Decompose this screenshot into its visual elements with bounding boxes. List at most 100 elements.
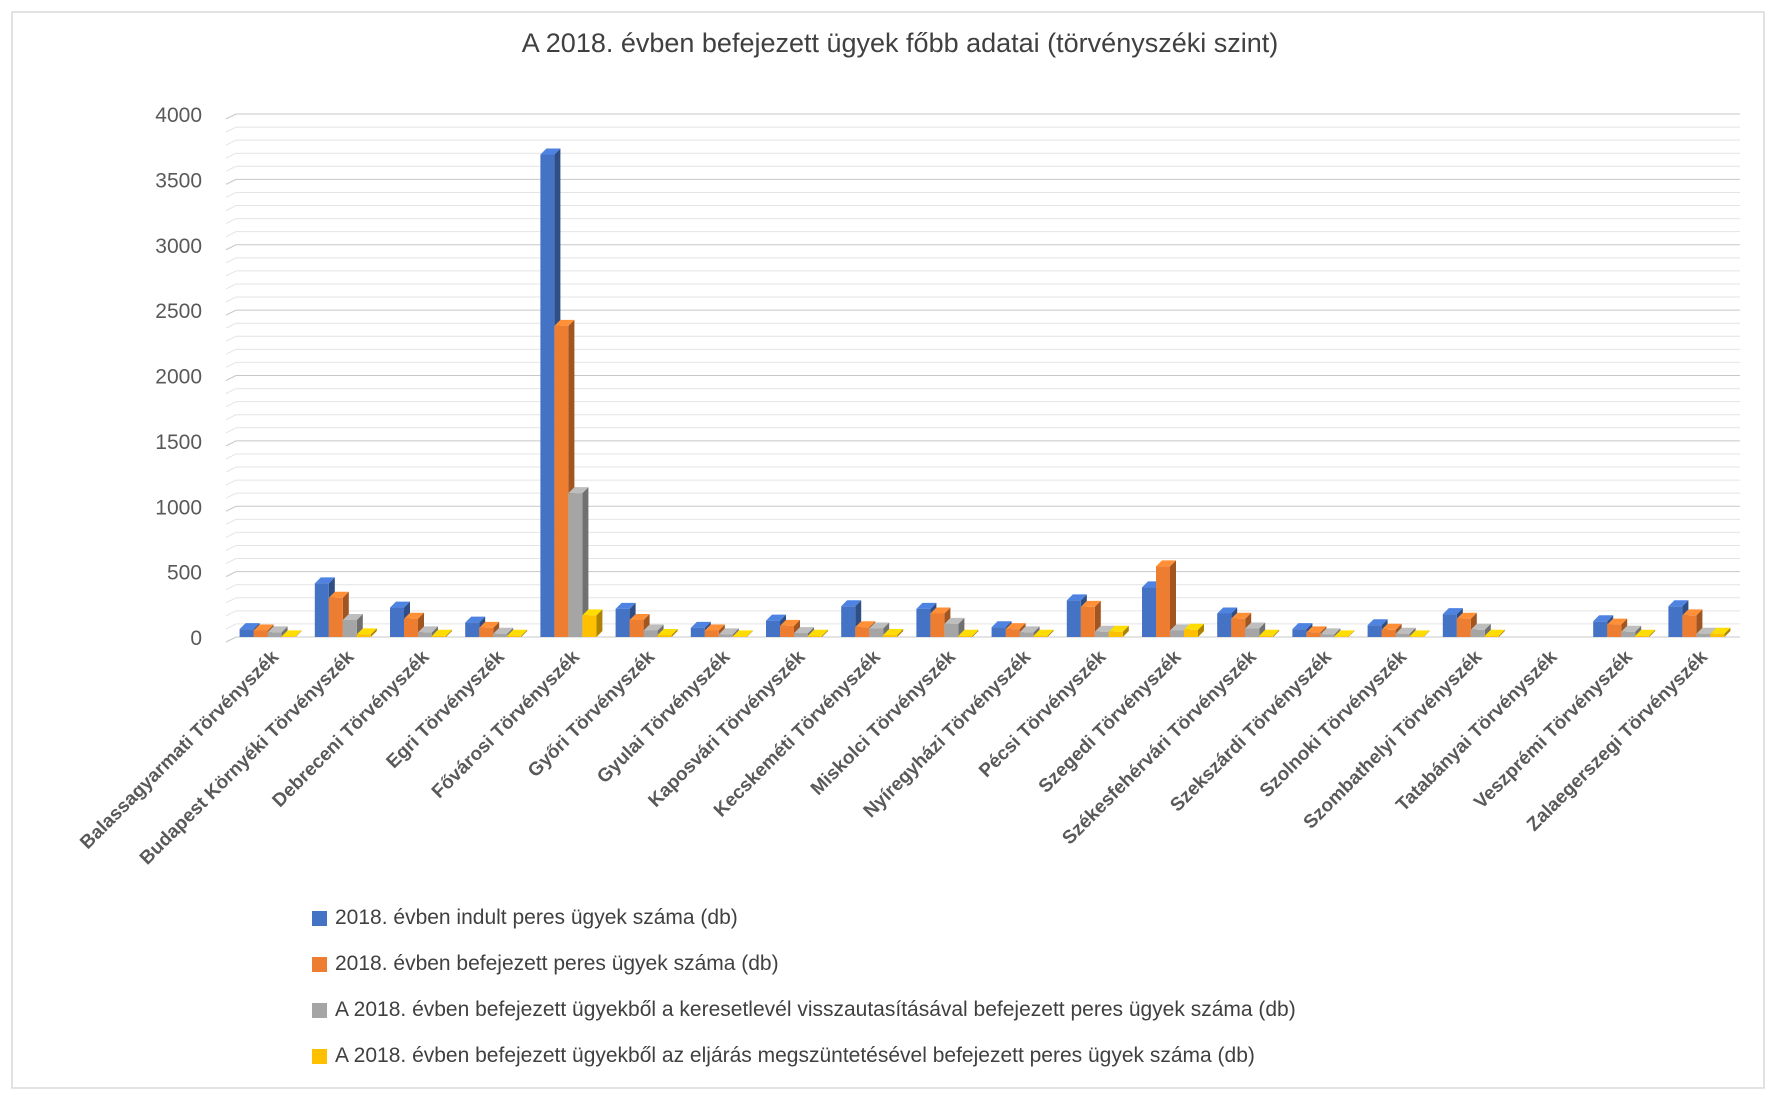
bar-front: [1395, 633, 1410, 637]
bar-top: [1184, 623, 1204, 630]
gridline-minor: [225, 492, 237, 499]
bar-front: [1306, 632, 1321, 637]
bar-side: [1724, 627, 1731, 637]
bar-top: [916, 602, 937, 609]
legend-swatch: [312, 1048, 327, 1064]
bar-front: [1635, 635, 1650, 637]
bar-side: [671, 629, 678, 637]
bar-top: [704, 624, 725, 631]
bar-side: [1170, 560, 1176, 637]
chart-title: A 2018. évben befejezett ügyek főbb adat…: [522, 28, 1278, 58]
gridline-minor: [225, 348, 237, 355]
bar-front: [267, 632, 282, 637]
bar: [808, 629, 828, 637]
bar-side: [1484, 623, 1491, 637]
bar-top: [1442, 608, 1463, 615]
bar: [281, 630, 302, 637]
bar: [1108, 625, 1129, 637]
bar-front: [718, 634, 733, 637]
bar-top: [841, 600, 862, 607]
gridline-minor: [225, 257, 237, 264]
bar-top: [1334, 630, 1355, 637]
bar-front: [766, 620, 780, 637]
bar-top: [1395, 627, 1416, 634]
bar-top: [629, 614, 650, 621]
bar-front: [582, 615, 597, 637]
bar: [1409, 630, 1430, 637]
bar-top: [418, 626, 438, 633]
bar: [1156, 560, 1176, 637]
gridline-minor: [225, 466, 237, 473]
bar-top: [1593, 615, 1614, 622]
legend-swatch: [312, 910, 327, 926]
bar-top: [855, 621, 876, 628]
bar-front: [1170, 630, 1184, 637]
bar-top: [239, 623, 260, 630]
legend-item: A 2018. évben befejezett ügyekből a kere…: [312, 987, 1296, 1033]
bar-front: [704, 630, 719, 637]
bar-top: [1306, 626, 1327, 633]
bar-front: [794, 633, 808, 637]
bar-front: [432, 635, 446, 637]
y-tick-label: 0: [190, 627, 202, 650]
bar-top: [657, 629, 678, 636]
bar-front: [356, 634, 371, 637]
bar-front: [281, 636, 296, 637]
gridline-minor: [225, 479, 237, 486]
gridline-minor: [225, 126, 237, 133]
bar: [432, 629, 452, 637]
bar-front: [1456, 618, 1471, 637]
bar-front: [1381, 629, 1396, 637]
bar-front: [690, 627, 705, 637]
bar-front: [1108, 631, 1123, 637]
bar-side: [281, 626, 288, 637]
bar-front: [540, 154, 555, 637]
gridline-major: [225, 636, 237, 643]
bar-top: [780, 619, 800, 626]
gridline-minor: [225, 531, 237, 538]
bar: [1184, 623, 1204, 637]
bar-top: [1245, 622, 1266, 629]
gridline-minor: [225, 152, 237, 159]
bar: [1484, 629, 1505, 637]
bar: [732, 630, 753, 637]
bar-top: [1019, 626, 1040, 633]
bar-top: [1259, 629, 1280, 636]
bar-front: [1621, 631, 1636, 637]
bar: [1635, 629, 1656, 637]
bar: [1245, 622, 1266, 637]
bar-front: [1442, 614, 1457, 637]
bar: [1334, 630, 1355, 637]
bar-top: [808, 629, 828, 636]
bar-front: [808, 635, 822, 637]
bar-side: [746, 630, 753, 637]
bar-top: [1682, 609, 1703, 616]
bar-side: [295, 630, 302, 637]
bar-front: [1156, 566, 1170, 637]
gridline-minor: [225, 218, 237, 225]
gridline-major: [225, 309, 237, 316]
bar-front: [554, 325, 569, 637]
y-tick-label: 4000: [155, 104, 202, 127]
bar: [267, 626, 288, 637]
gridline-major: [225, 571, 237, 578]
bar-front: [1668, 606, 1683, 637]
bar-top: [582, 609, 603, 616]
bar-side: [897, 629, 904, 637]
bar-side: [1498, 629, 1505, 637]
bar: [883, 629, 904, 637]
bar: [958, 629, 979, 637]
bar-front: [916, 608, 931, 637]
bar-front: [465, 622, 480, 637]
bar: [1470, 623, 1491, 637]
bar-front: [780, 625, 794, 637]
bar-top: [314, 577, 335, 584]
bar-front: [883, 635, 898, 637]
gridline-minor: [225, 361, 237, 368]
bar-side: [582, 487, 589, 637]
gridline-minor: [225, 139, 237, 146]
gridline-minor: [225, 388, 237, 395]
gridline-minor: [225, 322, 237, 329]
bar: [568, 487, 589, 637]
